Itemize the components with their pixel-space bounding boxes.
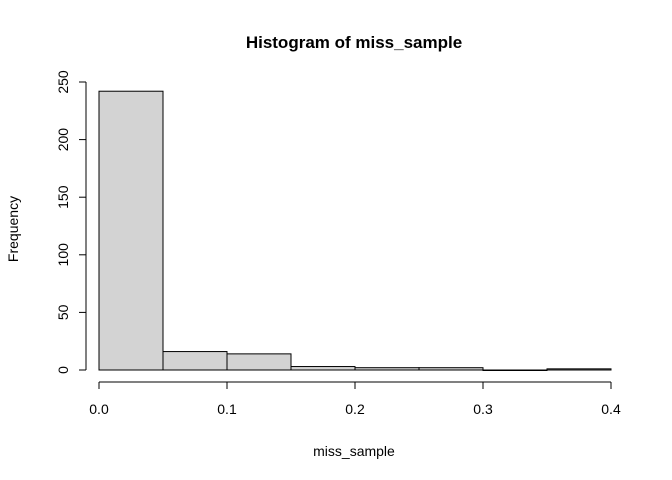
histogram-bar-5 bbox=[418, 367, 484, 371]
y-tick-label: 250 bbox=[55, 70, 71, 94]
y-axis-label: Frequency bbox=[5, 196, 21, 262]
chart-title: Histogram of miss_sample bbox=[246, 33, 462, 52]
x-tick-label: 0.2 bbox=[345, 401, 365, 417]
histogram-bar-1 bbox=[162, 351, 228, 371]
histogram-bar-0 bbox=[98, 90, 164, 371]
y-tick-label: 100 bbox=[55, 243, 71, 267]
y-axis: 0 50 100 150 200 250 bbox=[55, 70, 87, 374]
x-tick-label: 0.3 bbox=[473, 401, 493, 417]
histogram-bar-3 bbox=[290, 366, 356, 371]
bars-group bbox=[98, 90, 612, 371]
histogram-bar-2 bbox=[226, 353, 292, 371]
histogram-bar-7 bbox=[546, 368, 612, 371]
x-tick-label: 0.4 bbox=[601, 401, 621, 417]
histogram-bar-4 bbox=[354, 367, 420, 371]
y-tick-label: 150 bbox=[55, 185, 71, 209]
x-tick-label: 0.1 bbox=[217, 401, 237, 417]
histogram-bar-6 bbox=[482, 369, 548, 371]
y-tick-label: 200 bbox=[55, 128, 71, 152]
x-tick-label: 0.0 bbox=[89, 401, 109, 417]
y-tick-label: 50 bbox=[55, 304, 71, 320]
x-axis: 0.0 0.1 0.2 0.3 0.4 bbox=[89, 381, 621, 417]
x-axis-label: miss_sample bbox=[313, 443, 395, 459]
y-tick-label: 0 bbox=[55, 366, 71, 374]
